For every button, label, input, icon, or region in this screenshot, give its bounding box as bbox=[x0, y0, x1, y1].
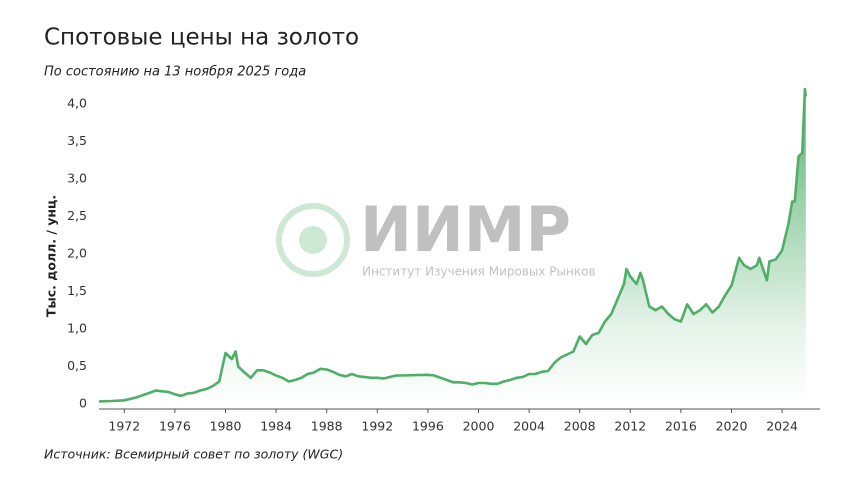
watermark-icon bbox=[276, 203, 350, 277]
x-tick-label: 1984 bbox=[260, 419, 292, 434]
x-tick-label: 2016 bbox=[665, 419, 697, 434]
y-tick-label: 3,0 bbox=[67, 171, 87, 186]
x-tick-label: 2008 bbox=[564, 419, 596, 434]
y-tick-label: 1,5 bbox=[67, 283, 87, 298]
x-tick-label: 2004 bbox=[513, 419, 545, 434]
x-tick-label: 1996 bbox=[412, 419, 444, 434]
watermark-icon bbox=[299, 226, 327, 254]
x-tick-label: 1992 bbox=[361, 419, 393, 434]
x-tick-label: 1972 bbox=[108, 419, 140, 434]
source: Источник: Всемирный совет по золоту (WGC… bbox=[44, 447, 343, 462]
y-tick-label: 4,0 bbox=[67, 96, 87, 111]
y-tick-label: 0 bbox=[79, 396, 87, 411]
x-tick-label: 2000 bbox=[463, 419, 495, 434]
watermark-subtitle: Институт Изучения Мировых Рынков bbox=[362, 265, 596, 279]
y-tick-label: 0,5 bbox=[67, 358, 87, 373]
chart-subtitle: По состоянию на 13 ноября 2025 года bbox=[44, 65, 306, 80]
area bbox=[99, 89, 806, 404]
y-tick-label: 2,5 bbox=[67, 208, 87, 223]
x-tick-label: 2024 bbox=[766, 419, 798, 434]
watermark: ИИМР Институт Изучения Мировых Рынков bbox=[276, 193, 596, 279]
y-axis-label: Тыс. долл. / унц. bbox=[44, 195, 59, 317]
y-tick-label: 2,0 bbox=[67, 246, 87, 261]
chart-title: Спотовые цены на золото bbox=[44, 25, 359, 51]
x-tick-label: 1980 bbox=[210, 419, 242, 434]
x-tick-label: 1988 bbox=[311, 419, 343, 434]
x-tick-label: 1976 bbox=[159, 419, 191, 434]
line bbox=[98, 87, 808, 403]
y-tick-label: 1,0 bbox=[67, 321, 87, 336]
y-tick-label: 3,5 bbox=[67, 133, 87, 148]
x-tick-label: 2012 bbox=[614, 419, 646, 434]
watermark-text: ИИМР bbox=[360, 193, 571, 266]
x-tick-label: 2020 bbox=[716, 419, 748, 434]
